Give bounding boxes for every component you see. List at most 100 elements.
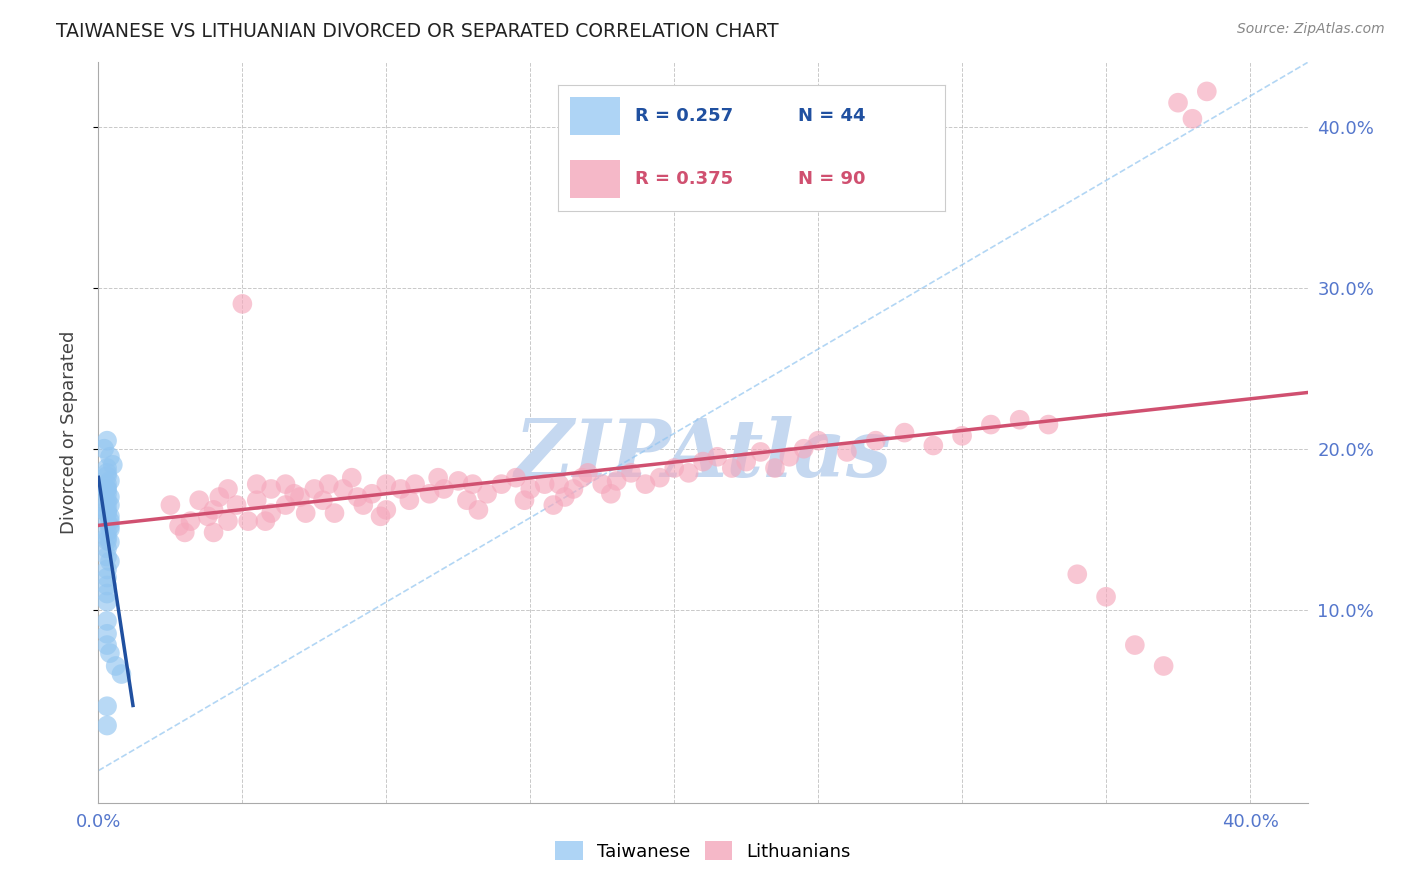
Point	[318, 477, 340, 491]
Point	[749, 445, 772, 459]
Point	[467, 503, 489, 517]
Point	[562, 482, 585, 496]
Point	[96, 503, 118, 517]
Point	[475, 487, 498, 501]
Point	[236, 514, 259, 528]
Point	[533, 477, 555, 491]
Point	[576, 466, 599, 480]
Point	[98, 490, 121, 504]
Point	[548, 477, 571, 491]
Point	[96, 586, 118, 600]
Point	[173, 525, 195, 540]
Point	[427, 471, 450, 485]
Point	[893, 425, 915, 440]
Point	[246, 493, 269, 508]
Point	[96, 461, 118, 475]
Point	[294, 506, 316, 520]
Legend: Taiwanese, Lithuanians: Taiwanese, Lithuanians	[548, 834, 858, 868]
Point	[312, 493, 335, 508]
Point	[491, 477, 513, 491]
Point	[98, 509, 121, 524]
Point	[398, 493, 420, 508]
Point	[620, 466, 643, 480]
Point	[418, 487, 440, 501]
Text: TAIWANESE VS LITHUANIAN DIVORCED OR SEPARATED CORRELATION CHART: TAIWANESE VS LITHUANIAN DIVORCED OR SEPA…	[56, 22, 779, 41]
Point	[231, 297, 253, 311]
Point	[96, 718, 118, 732]
Point	[208, 490, 231, 504]
Point	[96, 533, 118, 548]
Point	[599, 487, 621, 501]
Point	[96, 638, 118, 652]
Point	[554, 490, 576, 504]
Point	[96, 541, 118, 556]
Point	[96, 549, 118, 564]
Point	[98, 519, 121, 533]
Point	[433, 482, 456, 496]
Point	[648, 471, 671, 485]
Point	[793, 442, 815, 456]
Point	[96, 466, 118, 480]
Point	[96, 493, 118, 508]
Point	[274, 477, 297, 491]
Point	[98, 450, 121, 464]
Point	[922, 438, 945, 452]
Point	[706, 450, 728, 464]
Point	[96, 570, 118, 584]
Point	[274, 498, 297, 512]
Point	[375, 477, 398, 491]
Point	[98, 498, 121, 512]
Point	[763, 461, 786, 475]
Point	[865, 434, 887, 448]
Point	[96, 614, 118, 628]
Point	[1095, 590, 1118, 604]
Point	[110, 667, 132, 681]
Point	[332, 482, 354, 496]
Text: ZIPAtlas: ZIPAtlas	[515, 416, 891, 493]
Point	[96, 477, 118, 491]
Point	[606, 474, 628, 488]
Point	[678, 466, 700, 480]
Point	[513, 493, 536, 508]
Point	[1181, 112, 1204, 126]
Point	[720, 461, 742, 475]
Point	[197, 509, 219, 524]
Point	[225, 498, 247, 512]
Point	[101, 458, 124, 472]
Point	[96, 514, 118, 528]
Point	[634, 477, 657, 491]
Point	[96, 482, 118, 496]
Point	[591, 477, 613, 491]
Point	[980, 417, 1002, 432]
Text: Source: ZipAtlas.com: Source: ZipAtlas.com	[1237, 22, 1385, 37]
Point	[96, 562, 118, 576]
Point	[304, 482, 326, 496]
Point	[96, 594, 118, 608]
Point	[1008, 413, 1031, 427]
Point	[288, 490, 311, 504]
Point	[1153, 659, 1175, 673]
Point	[96, 434, 118, 448]
Point	[571, 471, 593, 485]
Point	[246, 477, 269, 491]
Point	[217, 514, 239, 528]
Point	[1167, 95, 1189, 110]
Point	[1123, 638, 1146, 652]
Point	[96, 506, 118, 520]
Point	[98, 554, 121, 568]
Point	[96, 578, 118, 592]
Point	[180, 514, 202, 528]
Point	[543, 498, 565, 512]
Point	[96, 530, 118, 544]
Point	[93, 442, 115, 456]
Point	[96, 699, 118, 714]
Point	[505, 471, 527, 485]
Point	[664, 461, 686, 475]
Point	[361, 487, 384, 501]
Point	[98, 474, 121, 488]
Point	[1066, 567, 1088, 582]
Y-axis label: Divorced or Separated: Divorced or Separated	[59, 331, 77, 534]
Point	[217, 482, 239, 496]
Point	[778, 450, 800, 464]
Point	[96, 482, 118, 496]
